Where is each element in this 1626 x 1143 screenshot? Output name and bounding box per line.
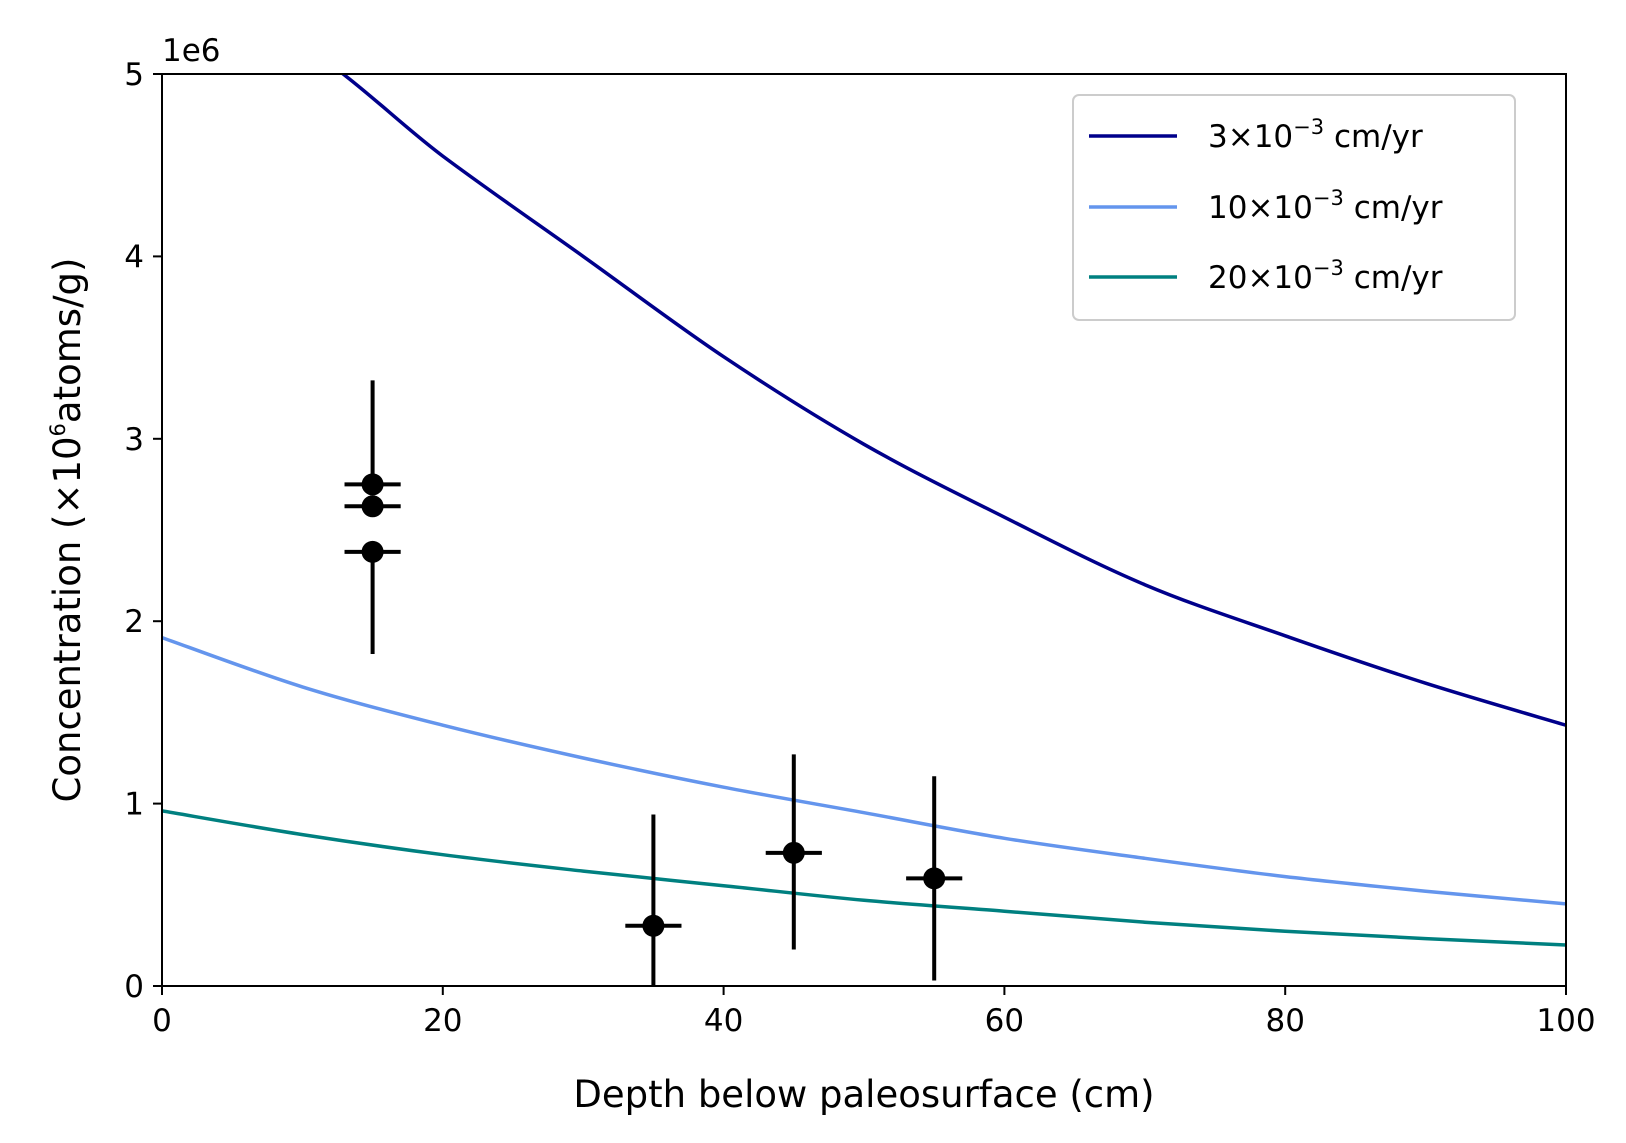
x-tick-label: 60 (985, 1003, 1024, 1039)
series-line-2 (162, 809, 1566, 947)
data-point-3 (625, 814, 682, 986)
y-tick-label: 2 (124, 604, 144, 640)
y-tick-label: 0 (124, 969, 144, 1005)
y-axis-label-exponent: 6 (46, 423, 70, 436)
legend-box (1072, 94, 1516, 321)
measurement-points (344, 380, 963, 986)
y-axis-label-main: Concentration (×10 (46, 436, 89, 802)
x-tick-label: 20 (423, 1003, 462, 1039)
series-line-0 (340, 74, 1566, 727)
plot-frame (161, 73, 1567, 987)
legend: 3×10−3 cm/yr 10×10−3 cm/yr 20×10−3 cm/yr (1072, 94, 1516, 321)
x-tick-label: 80 (1265, 1003, 1304, 1039)
x-axis-ticks: 0 20 40 60 80 100 (152, 986, 1596, 1039)
y-tick-label: 5 (124, 57, 144, 93)
data-marker (361, 473, 384, 496)
data-marker (642, 914, 665, 937)
data-marker (361, 495, 384, 518)
y-axis-label-unit: atoms/g) (46, 258, 89, 424)
x-tick-label: 100 (1536, 1003, 1595, 1039)
y-tick-label: 3 (124, 422, 144, 458)
y-tick-label: 4 (124, 239, 144, 275)
legend-label-3e-3: 3×10−3 cm/yr (1208, 115, 1423, 155)
data-point-0 (344, 380, 401, 496)
x-tick-label: 0 (152, 1003, 172, 1039)
data-marker (361, 540, 384, 563)
y-axis-label: Concentration (×106atoms/g) (46, 258, 89, 803)
series-layer (162, 74, 1566, 947)
y-tick-label: 1 (124, 787, 144, 823)
legend-label-20e-3: 20×10−3 cm/yr (1208, 256, 1443, 296)
data-point-4 (765, 754, 822, 950)
x-axis-label: Depth below paleosurface (cm) (573, 1073, 1154, 1116)
data-point-5 (906, 776, 963, 981)
x-tick-label: 40 (704, 1003, 743, 1039)
series-line-1 (162, 635, 1566, 906)
data-marker (923, 867, 946, 890)
data-point-1 (344, 495, 401, 518)
y-axis-ticks: 0 1 2 3 4 5 (124, 57, 162, 1005)
data-marker (782, 841, 805, 864)
y-offset-text: 1e6 (162, 33, 221, 69)
legend-label-10e-3: 10×10−3 cm/yr (1208, 186, 1443, 226)
data-point-2 (344, 540, 401, 655)
